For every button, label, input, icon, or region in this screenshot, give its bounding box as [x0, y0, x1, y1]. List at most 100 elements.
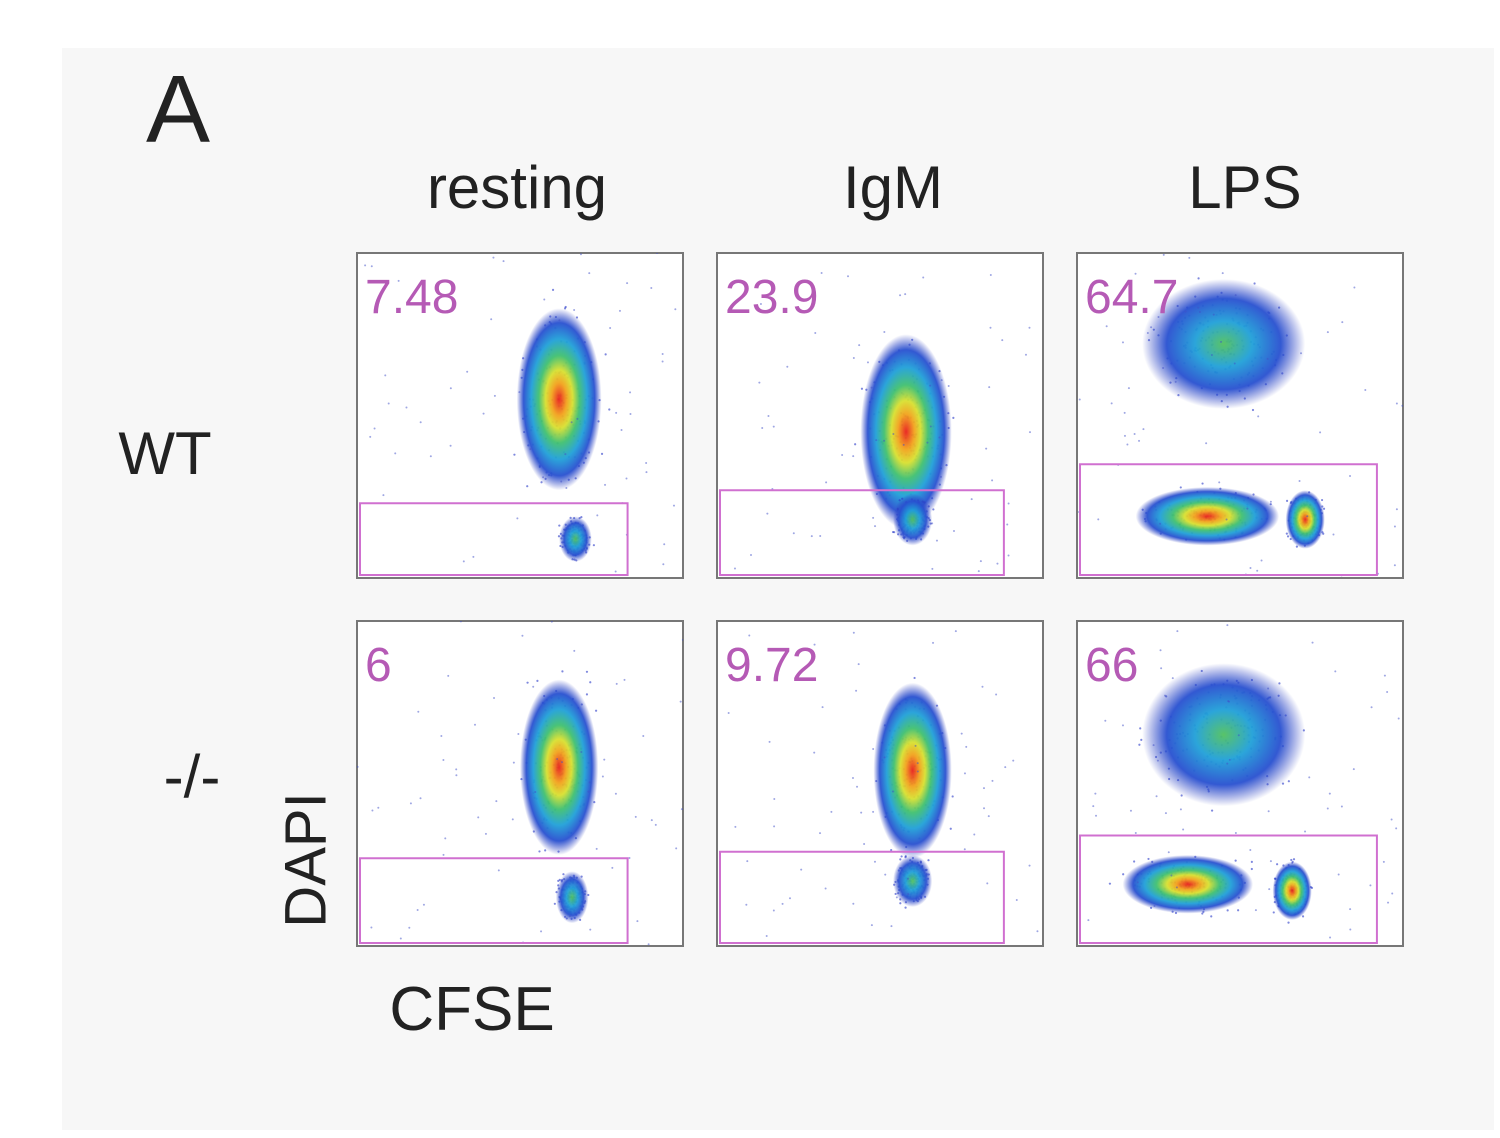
event-dot — [442, 853, 445, 856]
event-dot — [585, 670, 589, 673]
event-dot — [1290, 858, 1293, 862]
event-dot — [573, 309, 576, 312]
event-dot — [370, 265, 373, 268]
event-dot — [1349, 474, 1352, 477]
event-dot — [1197, 306, 1200, 309]
event-dot — [1272, 911, 1275, 914]
event-dot — [952, 416, 955, 419]
event-dot — [1382, 860, 1385, 863]
event-dot — [1175, 886, 1178, 889]
event-dot — [596, 514, 599, 517]
event-dot — [1007, 554, 1010, 557]
event-dot — [745, 903, 748, 906]
event-dot — [497, 869, 500, 872]
event-dot — [589, 681, 592, 684]
event-dot — [1349, 908, 1352, 911]
event-dot — [560, 480, 563, 483]
event-dot — [883, 756, 886, 759]
event-dot — [841, 454, 844, 457]
event-dot — [727, 712, 730, 715]
event-dot — [1260, 559, 1263, 562]
event-dot — [890, 925, 893, 928]
event-dot — [872, 516, 875, 519]
density-cloud — [555, 871, 589, 924]
event-dot — [890, 848, 893, 852]
event-dot — [940, 379, 943, 382]
event-dot — [813, 751, 816, 754]
event-dot — [369, 435, 372, 438]
event-dot — [588, 272, 591, 275]
event-dot — [540, 930, 543, 933]
event-dot — [473, 723, 476, 726]
density-layer — [733, 272, 1031, 573]
event-dot — [1370, 706, 1373, 709]
event-dot — [1349, 928, 1352, 931]
event-dot — [484, 832, 487, 835]
event-dot — [1105, 325, 1108, 328]
event-dot — [1353, 286, 1356, 289]
event-dot — [1160, 667, 1163, 670]
event-dot — [1395, 508, 1398, 511]
event-dot — [513, 453, 516, 456]
event-dot — [550, 621, 553, 623]
event-dot — [564, 453, 567, 456]
event-dot — [1094, 792, 1097, 795]
event-dot — [1383, 674, 1386, 677]
event-dot — [929, 425, 932, 428]
event-dot — [538, 850, 541, 853]
event-dot — [1395, 827, 1398, 830]
event-dot — [449, 387, 452, 390]
gate — [1079, 463, 1378, 576]
event-dot — [405, 406, 408, 409]
event-dot — [991, 779, 994, 782]
event-dot — [551, 288, 555, 291]
event-dot — [772, 909, 775, 912]
event-dot — [1139, 727, 1142, 730]
density-cloud — [1285, 490, 1325, 549]
event-dot — [1251, 408, 1255, 412]
event-dot — [986, 882, 989, 885]
density-layer — [364, 253, 677, 573]
event-dot — [1340, 805, 1343, 808]
density-cloud — [1122, 855, 1254, 914]
event-dot — [1138, 439, 1141, 442]
event-dot — [995, 693, 998, 696]
event-dot — [661, 360, 664, 363]
event-dot — [1276, 863, 1279, 866]
event-dot — [661, 352, 664, 355]
event-dot — [949, 827, 952, 830]
event-dot — [1369, 884, 1372, 887]
event-dot — [1226, 624, 1229, 627]
event-dot — [985, 447, 988, 450]
event-dot — [558, 524, 561, 527]
event-dot — [544, 849, 547, 852]
event-dot — [960, 732, 963, 735]
event-dot — [384, 374, 387, 377]
density-cloud — [1142, 663, 1306, 807]
event-dot — [913, 676, 916, 680]
event-dot — [563, 307, 567, 310]
event-dot — [672, 504, 675, 507]
event-dot — [857, 663, 860, 666]
event-dot — [1300, 352, 1303, 355]
event-dot — [891, 790, 894, 793]
event-dot — [1210, 809, 1214, 812]
event-dot — [561, 761, 564, 764]
event-dot — [1306, 515, 1309, 518]
event-dot — [830, 810, 833, 813]
event-dot — [902, 443, 905, 446]
event-dot — [1156, 759, 1159, 762]
event-dot — [1097, 518, 1100, 521]
event-dot — [987, 815, 990, 818]
event-dot — [1179, 808, 1182, 811]
event-dot — [634, 815, 637, 818]
density-plot: 6 — [356, 620, 684, 947]
event-dot — [792, 532, 795, 535]
event-dot — [926, 441, 929, 444]
event-dot — [1391, 892, 1394, 895]
event-dot — [1028, 431, 1031, 434]
event-dot — [1153, 905, 1156, 908]
event-dot — [1285, 499, 1289, 502]
plot-grid: resting IgM LPS WT 7.48 23.9 64.7 -/- 6 9.72 66 — [118, 154, 1404, 947]
event-dot — [970, 498, 973, 501]
